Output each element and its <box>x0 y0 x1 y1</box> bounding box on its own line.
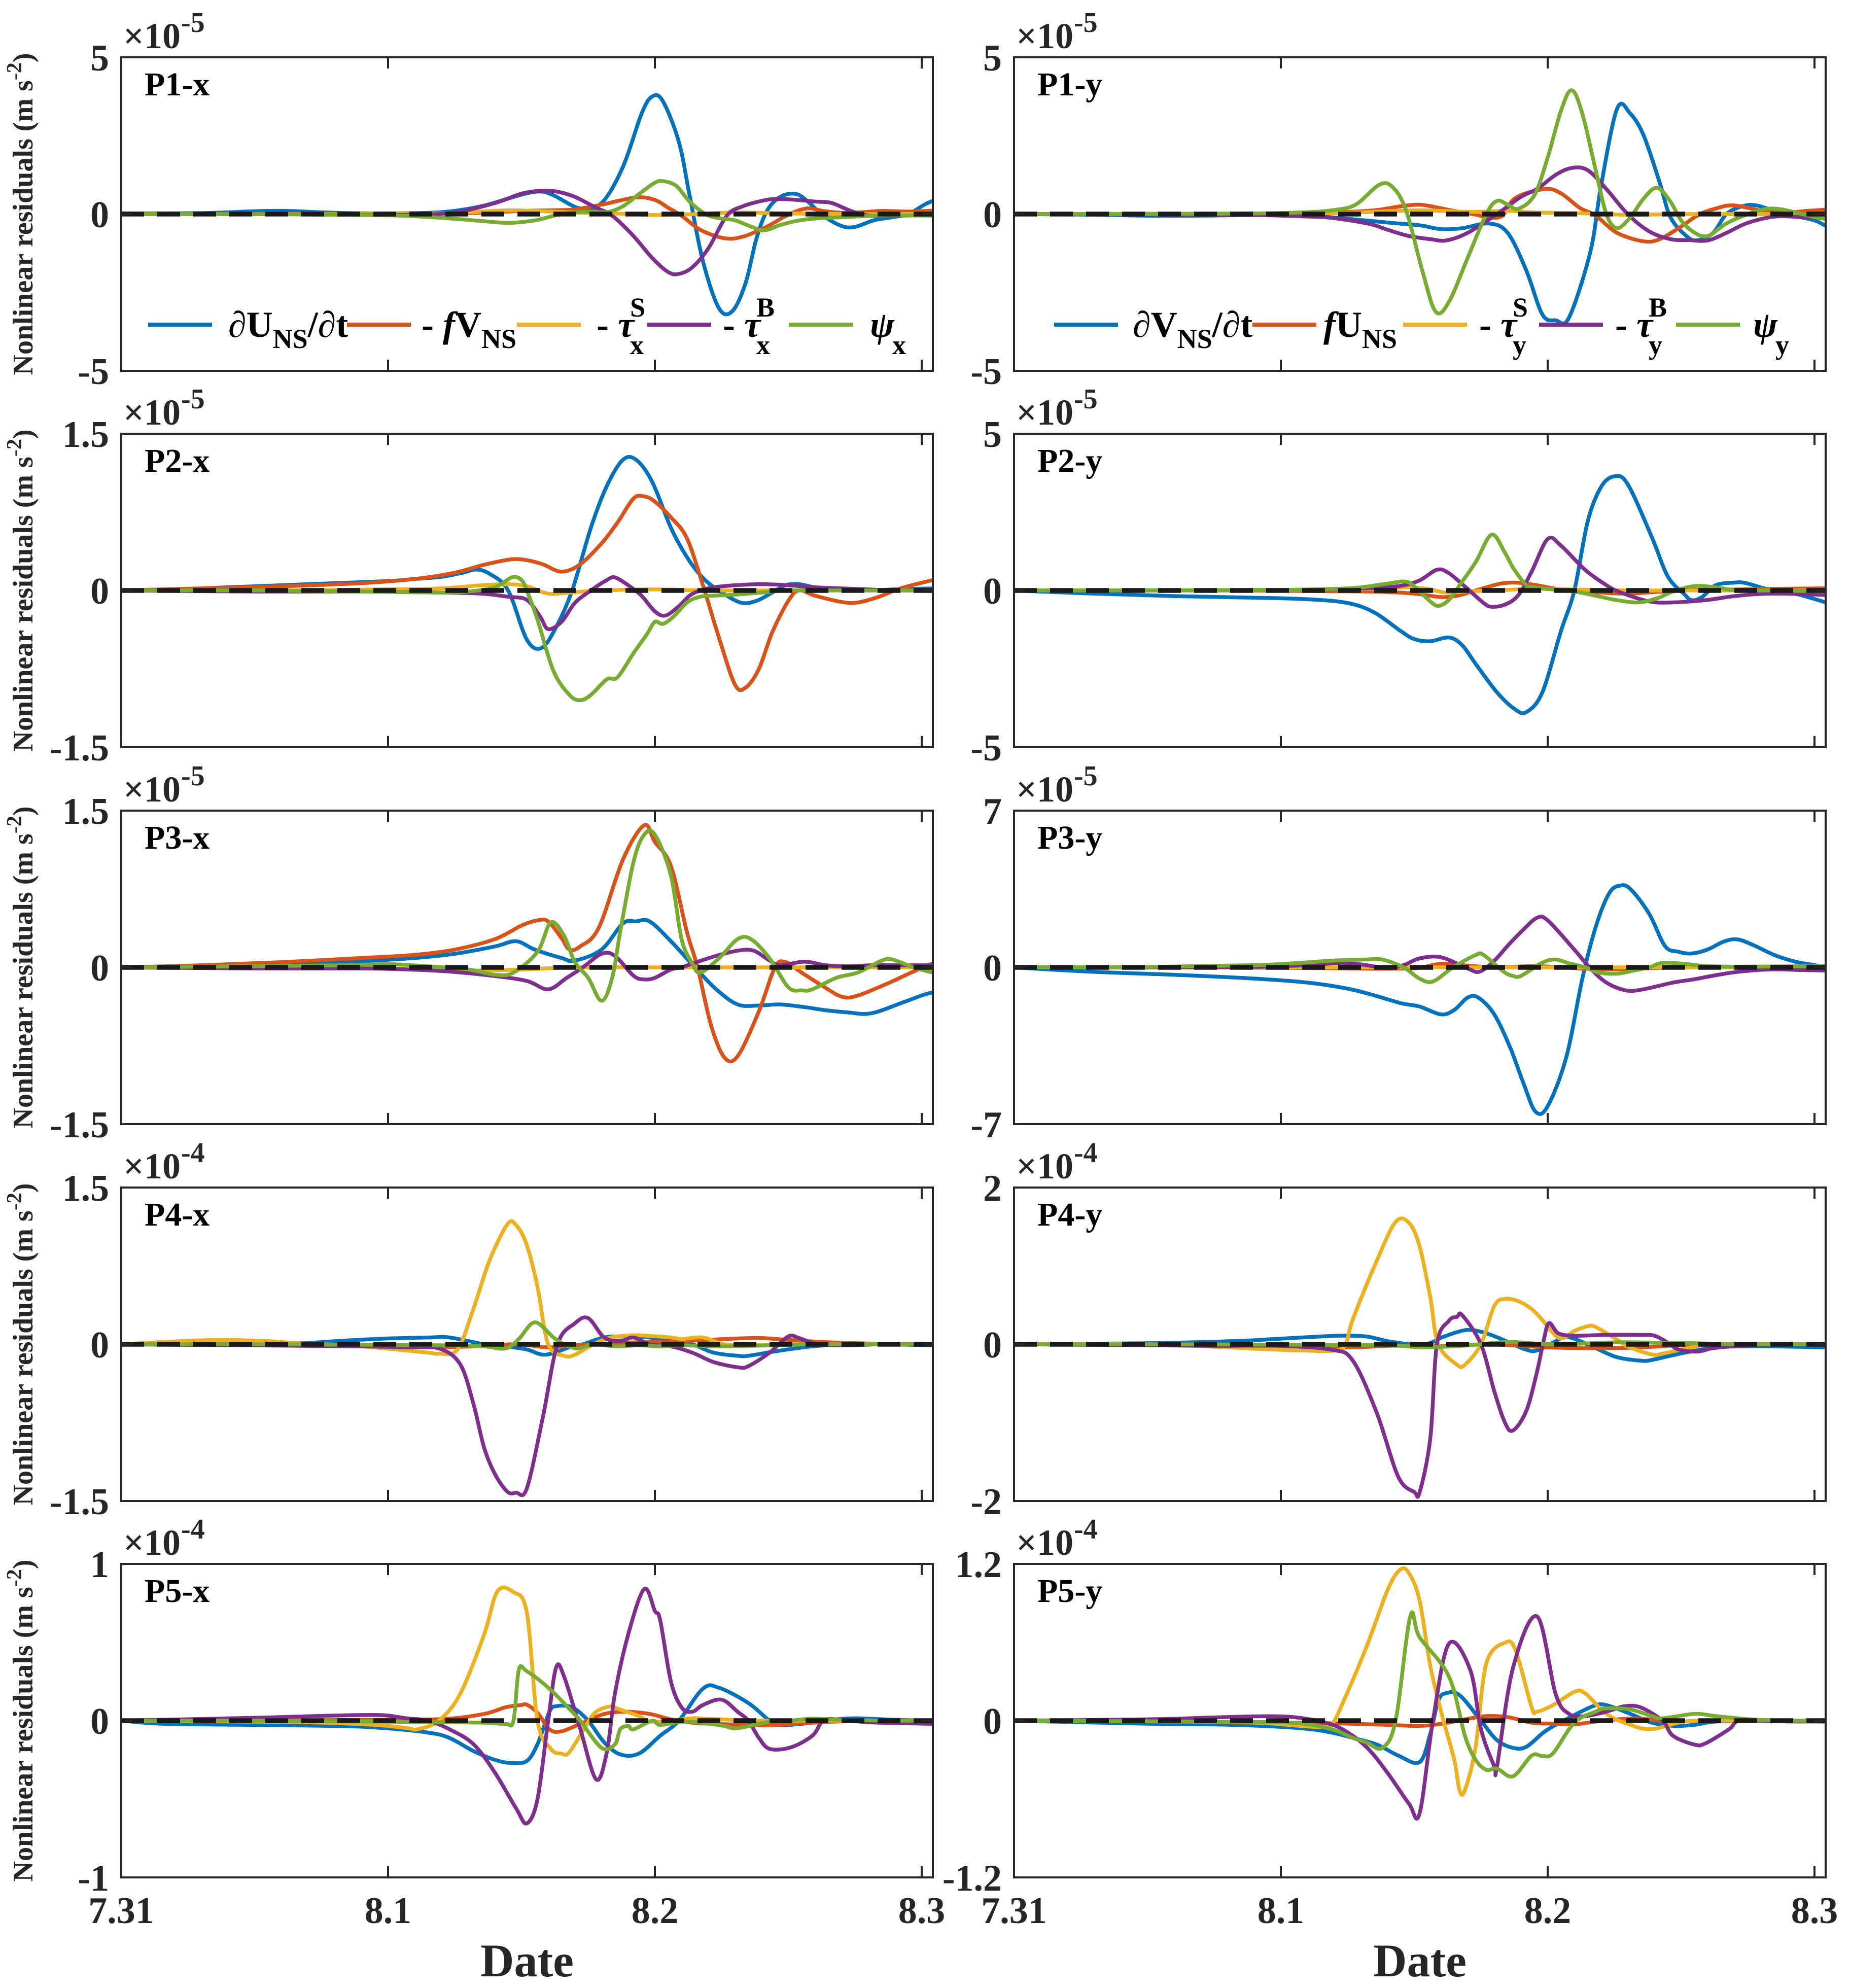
svg-text:×10: ×10 <box>1016 392 1073 433</box>
svg-text:- τ: - τ <box>597 304 635 345</box>
svg-text:-5: -5 <box>181 383 205 415</box>
svg-text:8.1: 8.1 <box>365 1890 412 1932</box>
svg-text:B: B <box>756 292 775 323</box>
svg-text:×10: ×10 <box>123 392 181 433</box>
svg-text:-1.5: -1.5 <box>50 1104 109 1146</box>
svg-text:-5: -5 <box>1074 383 1098 415</box>
svg-text:x: x <box>630 330 644 360</box>
svg-text:2: 2 <box>983 1168 1002 1209</box>
svg-text:-7: -7 <box>970 1104 1002 1146</box>
svg-text:Nonlinear residuals (m s-2): Nonlinear residuals (m s-2) <box>3 430 39 752</box>
svg-text:8.3: 8.3 <box>1791 1890 1838 1932</box>
svg-text:-1.5: -1.5 <box>50 1481 109 1523</box>
svg-text:5: 5 <box>983 414 1002 456</box>
svg-text:×10: ×10 <box>1016 1146 1073 1187</box>
svg-text:1: 1 <box>90 1544 109 1586</box>
svg-text:-4: -4 <box>1074 1514 1098 1545</box>
svg-text:B: B <box>1649 292 1667 323</box>
svg-text:S: S <box>1513 292 1528 323</box>
svg-text:ψ: ψ <box>870 304 895 345</box>
svg-text:0: 0 <box>90 948 109 989</box>
svg-text:-5: -5 <box>970 351 1002 393</box>
svg-text:y: y <box>1775 330 1789 360</box>
svg-text:7.31: 7.31 <box>88 1890 154 1932</box>
svg-text:0: 0 <box>90 194 109 236</box>
svg-text:0: 0 <box>983 571 1002 612</box>
svg-text:P2-x: P2-x <box>145 442 210 479</box>
svg-text:×10: ×10 <box>123 769 181 810</box>
svg-text:-4: -4 <box>181 1514 205 1545</box>
svg-text:8.1: 8.1 <box>1258 1890 1305 1932</box>
svg-text:- τ: - τ <box>1479 304 1518 345</box>
svg-text:-5: -5 <box>1074 7 1098 39</box>
svg-text:P4-x: P4-x <box>145 1196 210 1233</box>
svg-text:-5: -5 <box>970 727 1002 769</box>
svg-text:S: S <box>630 292 645 323</box>
svg-text:-4: -4 <box>181 1137 205 1169</box>
svg-text:×10: ×10 <box>1016 16 1073 56</box>
svg-text:8.2: 8.2 <box>632 1890 679 1932</box>
svg-text:-1.5: -1.5 <box>50 727 109 769</box>
svg-text:-5: -5 <box>1074 760 1098 792</box>
svg-text:-1.2: -1.2 <box>943 1858 1002 1899</box>
svg-text:-5: -5 <box>181 760 205 792</box>
svg-text:×10: ×10 <box>1016 769 1073 810</box>
svg-text:1.5: 1.5 <box>62 1168 110 1209</box>
svg-text:5: 5 <box>90 38 109 79</box>
svg-text:-1: -1 <box>78 1858 109 1899</box>
svg-text:1.2: 1.2 <box>955 1544 1002 1586</box>
svg-text:×10: ×10 <box>123 1522 181 1563</box>
svg-text:7: 7 <box>983 791 1002 832</box>
svg-text:y: y <box>1649 330 1662 360</box>
svg-text:y: y <box>1513 330 1526 360</box>
svg-text:0: 0 <box>983 948 1002 989</box>
svg-text:-2: -2 <box>970 1481 1002 1523</box>
svg-text:Nonlinear residuals (m s-2): Nonlinear residuals (m s-2) <box>3 1183 39 1506</box>
svg-text:×10: ×10 <box>123 1146 181 1187</box>
svg-text:Nonlinear residuals (m s-2): Nonlinear residuals (m s-2) <box>3 807 39 1129</box>
svg-text:P1-y: P1-y <box>1037 66 1102 103</box>
svg-text:×10: ×10 <box>1016 1522 1073 1563</box>
svg-text:ψ: ψ <box>1753 304 1778 345</box>
svg-text:0: 0 <box>90 1701 109 1742</box>
svg-text:x: x <box>756 330 770 360</box>
svg-text:- τ: - τ <box>1615 304 1654 345</box>
svg-text:Date: Date <box>1373 1935 1467 1985</box>
svg-text:Nonlinear residuals (m s-2): Nonlinear residuals (m s-2) <box>3 53 39 375</box>
svg-text:0: 0 <box>90 571 109 612</box>
svg-text:-5: -5 <box>181 7 205 39</box>
svg-text:5: 5 <box>983 38 1002 79</box>
svg-text:0: 0 <box>983 1701 1002 1742</box>
svg-text:P5-y: P5-y <box>1037 1573 1102 1610</box>
svg-text:8.2: 8.2 <box>1524 1890 1572 1932</box>
svg-text:- τ: - τ <box>723 304 761 345</box>
svg-text:-4: -4 <box>1074 1137 1098 1169</box>
svg-text:x: x <box>892 330 906 360</box>
svg-text:1.5: 1.5 <box>62 414 110 456</box>
svg-text:P3-y: P3-y <box>1037 819 1102 856</box>
svg-text:P5-x: P5-x <box>145 1573 210 1610</box>
svg-text:0: 0 <box>983 194 1002 236</box>
svg-text:P3-x: P3-x <box>145 819 210 856</box>
svg-text:P4-y: P4-y <box>1037 1196 1102 1233</box>
svg-text:7.31: 7.31 <box>981 1890 1047 1932</box>
svg-text:-5: -5 <box>78 351 109 393</box>
svg-text:Nonlinear residuals (m s-2): Nonlinear residuals (m s-2) <box>3 1560 39 1882</box>
svg-text:1.5: 1.5 <box>62 791 110 832</box>
svg-text:0: 0 <box>983 1324 1002 1366</box>
svg-text:P1-x: P1-x <box>145 66 210 103</box>
svg-text:Date: Date <box>480 1935 574 1985</box>
svg-text:P2-y: P2-y <box>1037 442 1102 479</box>
svg-text:0: 0 <box>90 1324 109 1366</box>
svg-text:×10: ×10 <box>123 16 181 56</box>
svg-text:8.3: 8.3 <box>898 1890 946 1932</box>
